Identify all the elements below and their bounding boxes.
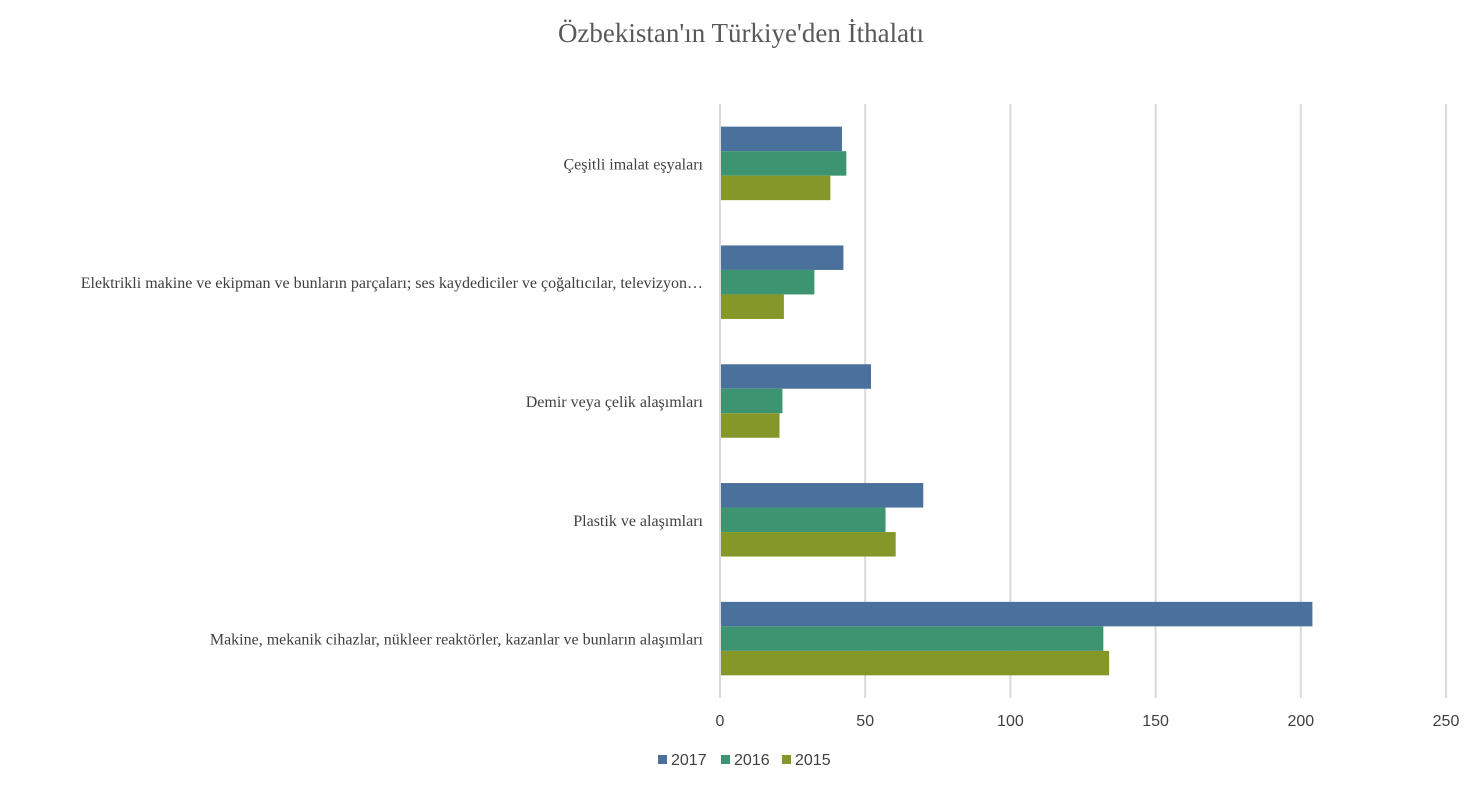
bar-2016-2 xyxy=(721,388,783,414)
bar-2016-1 xyxy=(721,269,815,295)
x-tick-label: 150 xyxy=(1142,713,1169,730)
bars-layer xyxy=(721,126,1313,676)
x-tick-label: 50 xyxy=(856,713,874,730)
x-tick-label: 200 xyxy=(1287,713,1314,730)
bar-2016-4 xyxy=(721,626,1104,651)
category-labels: Çeşitli imalat eşyaları Elektrikli makine… xyxy=(81,156,704,648)
x-tick-label: 250 xyxy=(1433,713,1460,730)
bar-2015-0 xyxy=(721,175,831,201)
bar-2017-2 xyxy=(721,364,872,389)
legend-swatch-2017 xyxy=(658,755,667,764)
x-axis-ticks: 0 50 100 150 200 250 xyxy=(716,713,1460,730)
category-label: Makine, mekanik cihazlar, nükleer reaktö… xyxy=(210,632,704,649)
legend: 2017 2016 2015 xyxy=(658,752,831,769)
chart-title: Özbekistan'ın Türkiye'den İthalatı xyxy=(558,18,924,48)
bar-2015-2 xyxy=(721,413,780,438)
category-label: Çeşitli imalat eşyaları xyxy=(563,156,703,173)
x-tick-label: 0 xyxy=(716,713,725,730)
bar-2016-3 xyxy=(721,507,886,533)
bar-2015-3 xyxy=(721,532,896,557)
bar-2017-1 xyxy=(721,245,844,270)
bar-2017-4 xyxy=(721,601,1313,627)
legend-swatch-2016 xyxy=(721,755,730,764)
x-tick-label: 100 xyxy=(997,713,1024,730)
category-label: Demir veya çelik alaşımları xyxy=(526,394,704,411)
category-label: Plastik ve alaşımları xyxy=(573,513,703,530)
bar-2017-3 xyxy=(721,483,924,508)
bar-2016-0 xyxy=(721,151,847,176)
legend-label-2016: 2016 xyxy=(734,752,770,769)
bar-2015-1 xyxy=(721,294,784,319)
bar-2017-0 xyxy=(721,126,842,152)
legend-label-2017: 2017 xyxy=(671,752,707,769)
legend-swatch-2015 xyxy=(782,755,791,764)
legend-label-2015: 2015 xyxy=(795,752,831,769)
grid-layer xyxy=(719,104,1447,698)
category-label: Elektrikli makine ve ekipman ve bunların… xyxy=(81,275,703,292)
bar-2015-4 xyxy=(721,650,1110,676)
